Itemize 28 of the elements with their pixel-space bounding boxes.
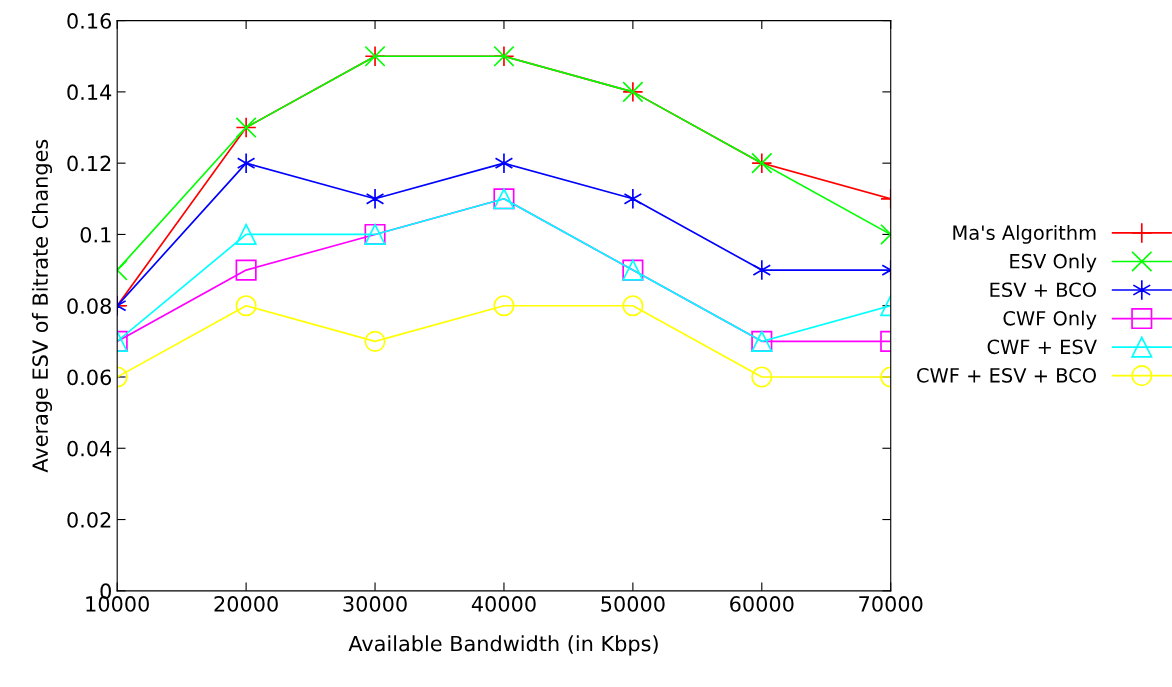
x-axis-title: Available Bandwidth (in Kbps) bbox=[348, 635, 658, 656]
y-tick-label: 0.06 bbox=[67, 369, 112, 386]
y-tick-label: 0.14 bbox=[67, 84, 112, 101]
legend-label: CWF Only bbox=[1003, 310, 1097, 330]
legend-label: ESV + BCO bbox=[990, 282, 1096, 298]
y-tick-label: 0.04 bbox=[67, 440, 112, 457]
point bbox=[365, 188, 385, 210]
point bbox=[622, 295, 644, 317]
point bbox=[494, 152, 514, 174]
x-tick-label: 70000 bbox=[859, 596, 923, 612]
y-tick-label: 0.1 bbox=[80, 226, 111, 243]
point bbox=[364, 330, 386, 352]
legend-label: CWF + ESV + BCO bbox=[917, 368, 1096, 383]
y-tick-label: 0.12 bbox=[67, 155, 111, 172]
legend-label: CWF + ESV bbox=[987, 339, 1097, 355]
x-tick-label: 40000 bbox=[471, 596, 536, 612]
x-tick-label: 50000 bbox=[601, 596, 665, 612]
y-axis-title: Average ESV of Bitrate Changes bbox=[31, 139, 53, 473]
point bbox=[493, 295, 515, 317]
x-tick-label: 60000 bbox=[730, 596, 794, 612]
legend-label: Ma's Algorithm bbox=[953, 224, 1096, 244]
y-tick-label: 0.08 bbox=[67, 298, 111, 314]
point bbox=[623, 188, 643, 210]
y-tick-label: 0.16 bbox=[67, 13, 112, 29]
y-tick-label: 0.02 bbox=[67, 512, 111, 528]
legend-label: ESV Only bbox=[1010, 253, 1097, 273]
x-tick-label: 20000 bbox=[214, 596, 278, 612]
x-tick-label: 30000 bbox=[343, 596, 407, 612]
